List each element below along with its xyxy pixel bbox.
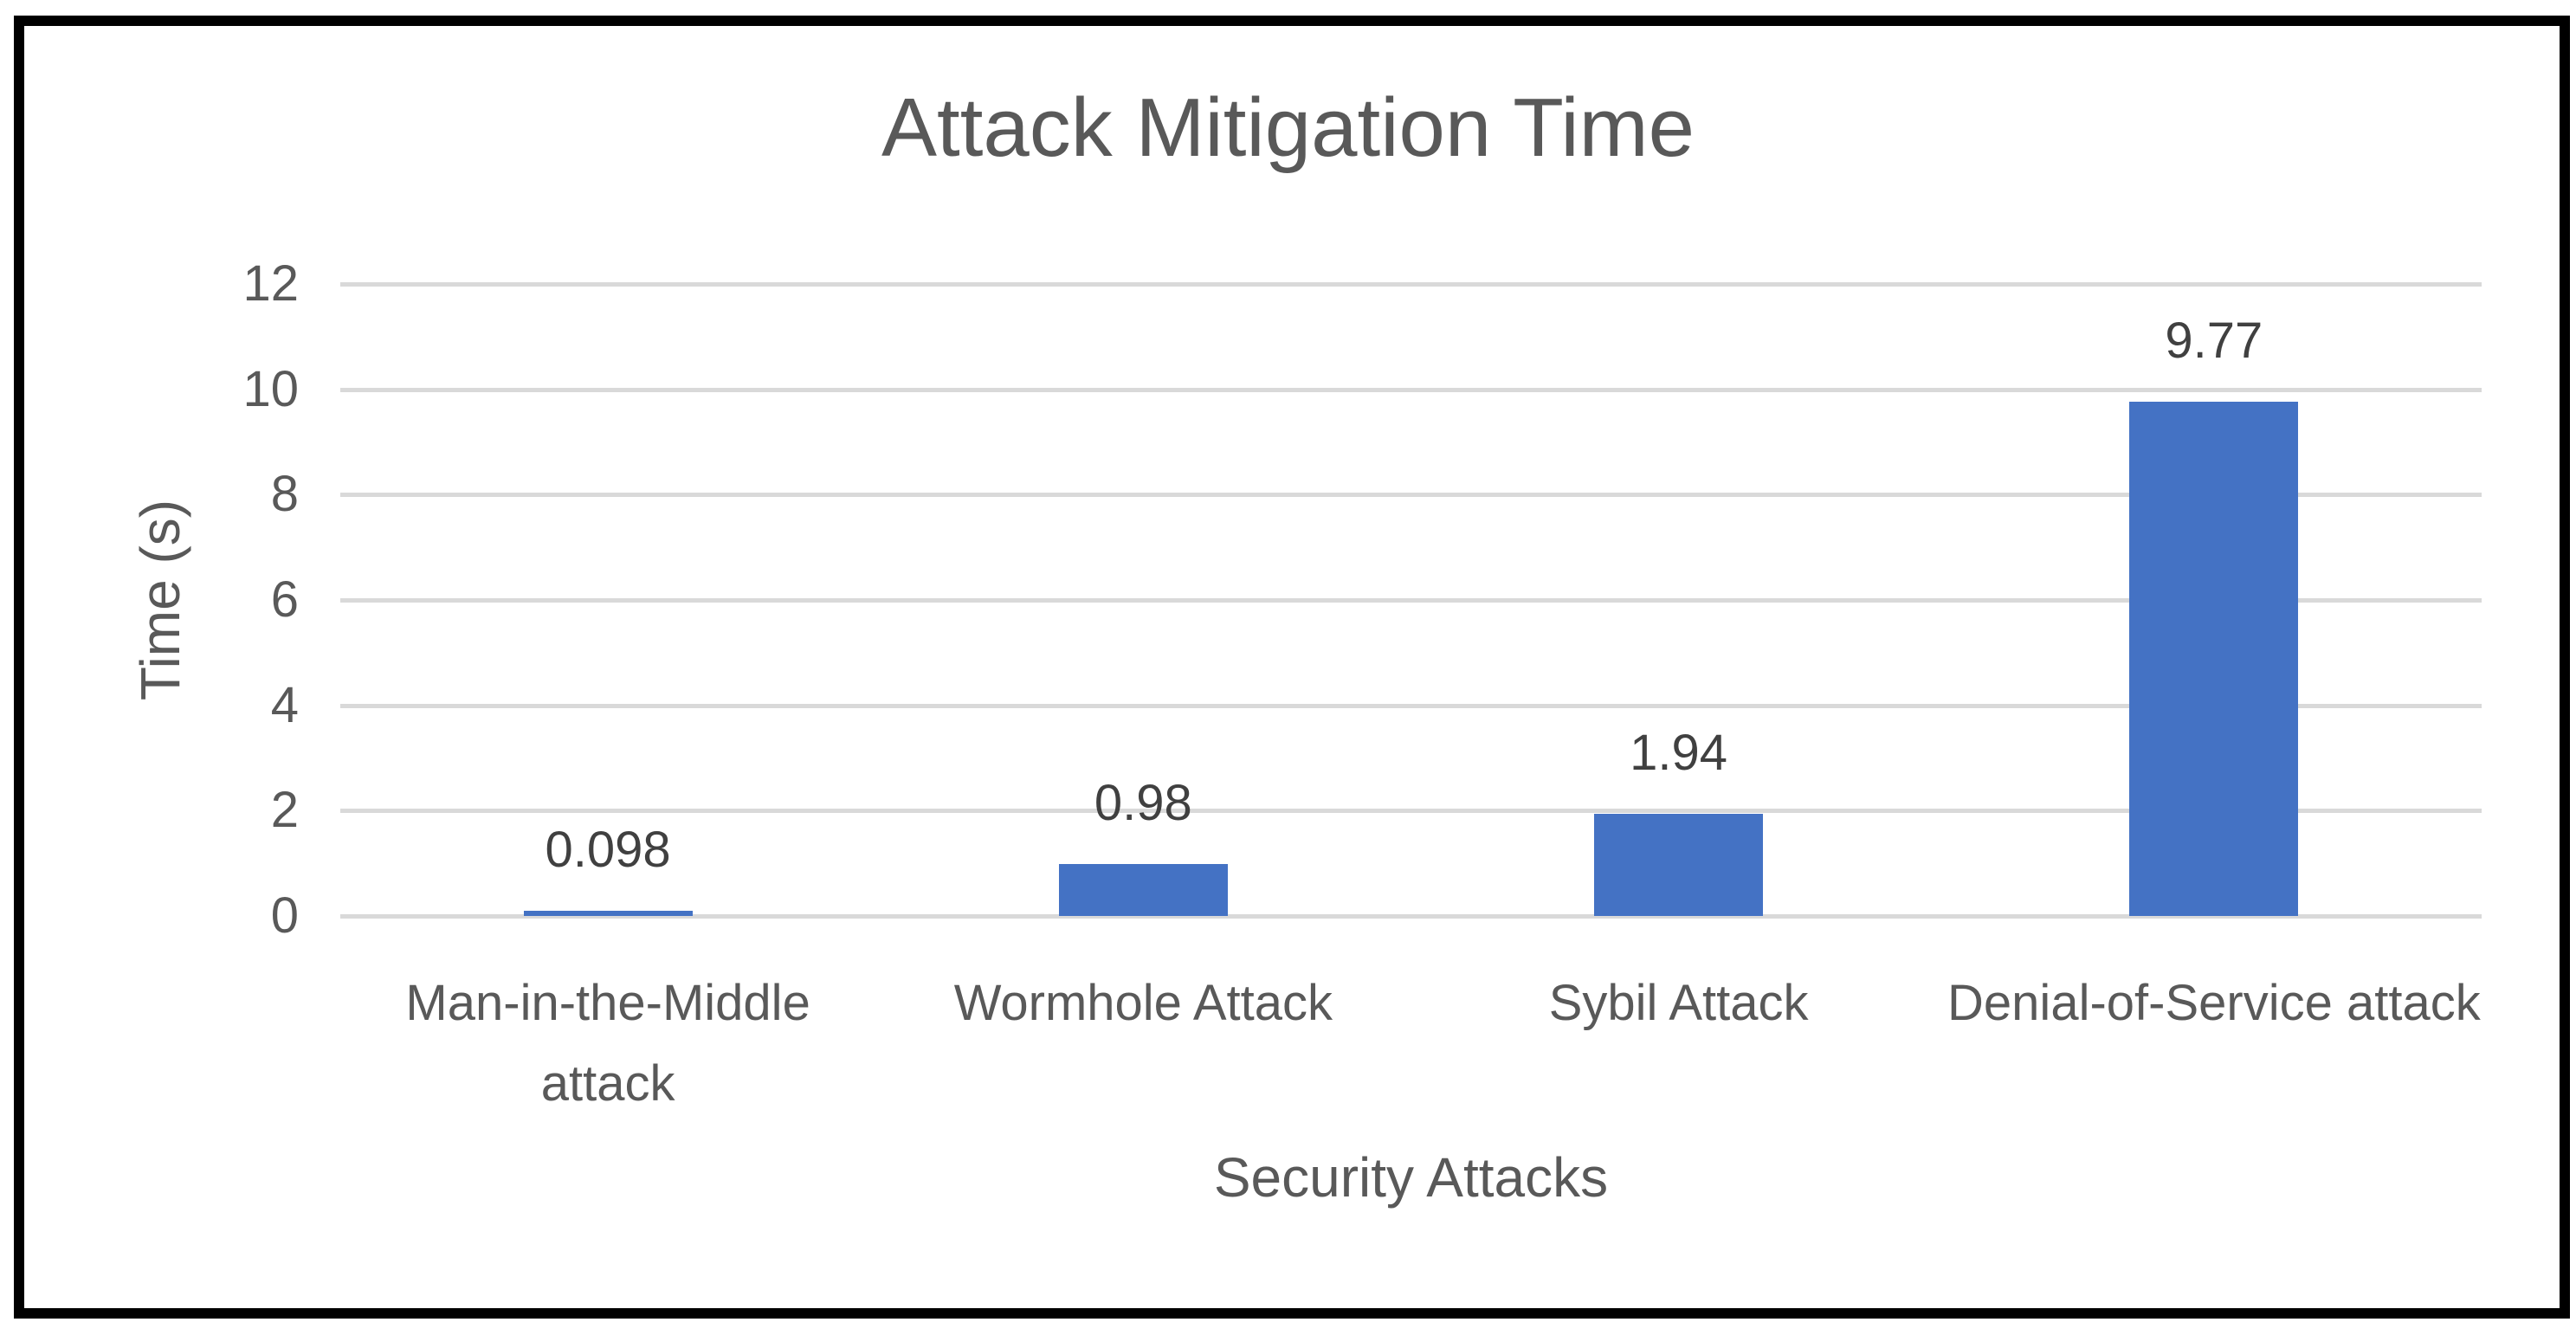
plot-area: 0.098 0.98 1.94 9.77: [340, 282, 2482, 919]
y-tick-label: 4: [270, 676, 299, 733]
x-axis-category-labels: Man-in-the-Middle attack Wormhole Attack S…: [340, 963, 2482, 1136]
bar: [1058, 864, 1228, 916]
gridline: [340, 914, 2482, 919]
bar-value-label: 0.98: [1094, 775, 1192, 832]
bar: [523, 911, 693, 916]
bar: [2129, 401, 2299, 916]
bar: [1594, 813, 1764, 916]
y-tick-label: 2: [270, 782, 299, 839]
y-tick-label: 10: [242, 360, 299, 417]
x-category-label: Wormhole Attack: [953, 975, 1333, 1031]
gridline: [340, 387, 2482, 392]
x-axis-title: Security Attacks: [1213, 1146, 1609, 1209]
chart-title: Attack Mitigation Time: [881, 81, 1695, 174]
gridline: [340, 282, 2482, 287]
gridline: [340, 809, 2482, 814]
y-axis-tick-labels: 0 2 4 6 8 10 12: [0, 0, 299, 1335]
gridline: [340, 703, 2482, 708]
y-tick-label: 8: [270, 466, 299, 523]
x-category-label: Man-in-the-Middle attack: [405, 975, 810, 1112]
x-category-label: Denial-of-Service attack: [1947, 975, 2481, 1031]
x-category-label: Sybil Attack: [1548, 975, 1809, 1031]
y-tick-label: 0: [270, 887, 299, 944]
bar-value-label: 0.098: [545, 822, 671, 879]
bar-value-label: 1.94: [1630, 724, 1728, 781]
y-tick-label: 6: [270, 571, 299, 628]
gridline: [340, 493, 2482, 498]
gridline: [340, 598, 2482, 603]
y-tick-label: 12: [242, 255, 299, 312]
bar-value-label: 9.77: [2165, 312, 2263, 369]
